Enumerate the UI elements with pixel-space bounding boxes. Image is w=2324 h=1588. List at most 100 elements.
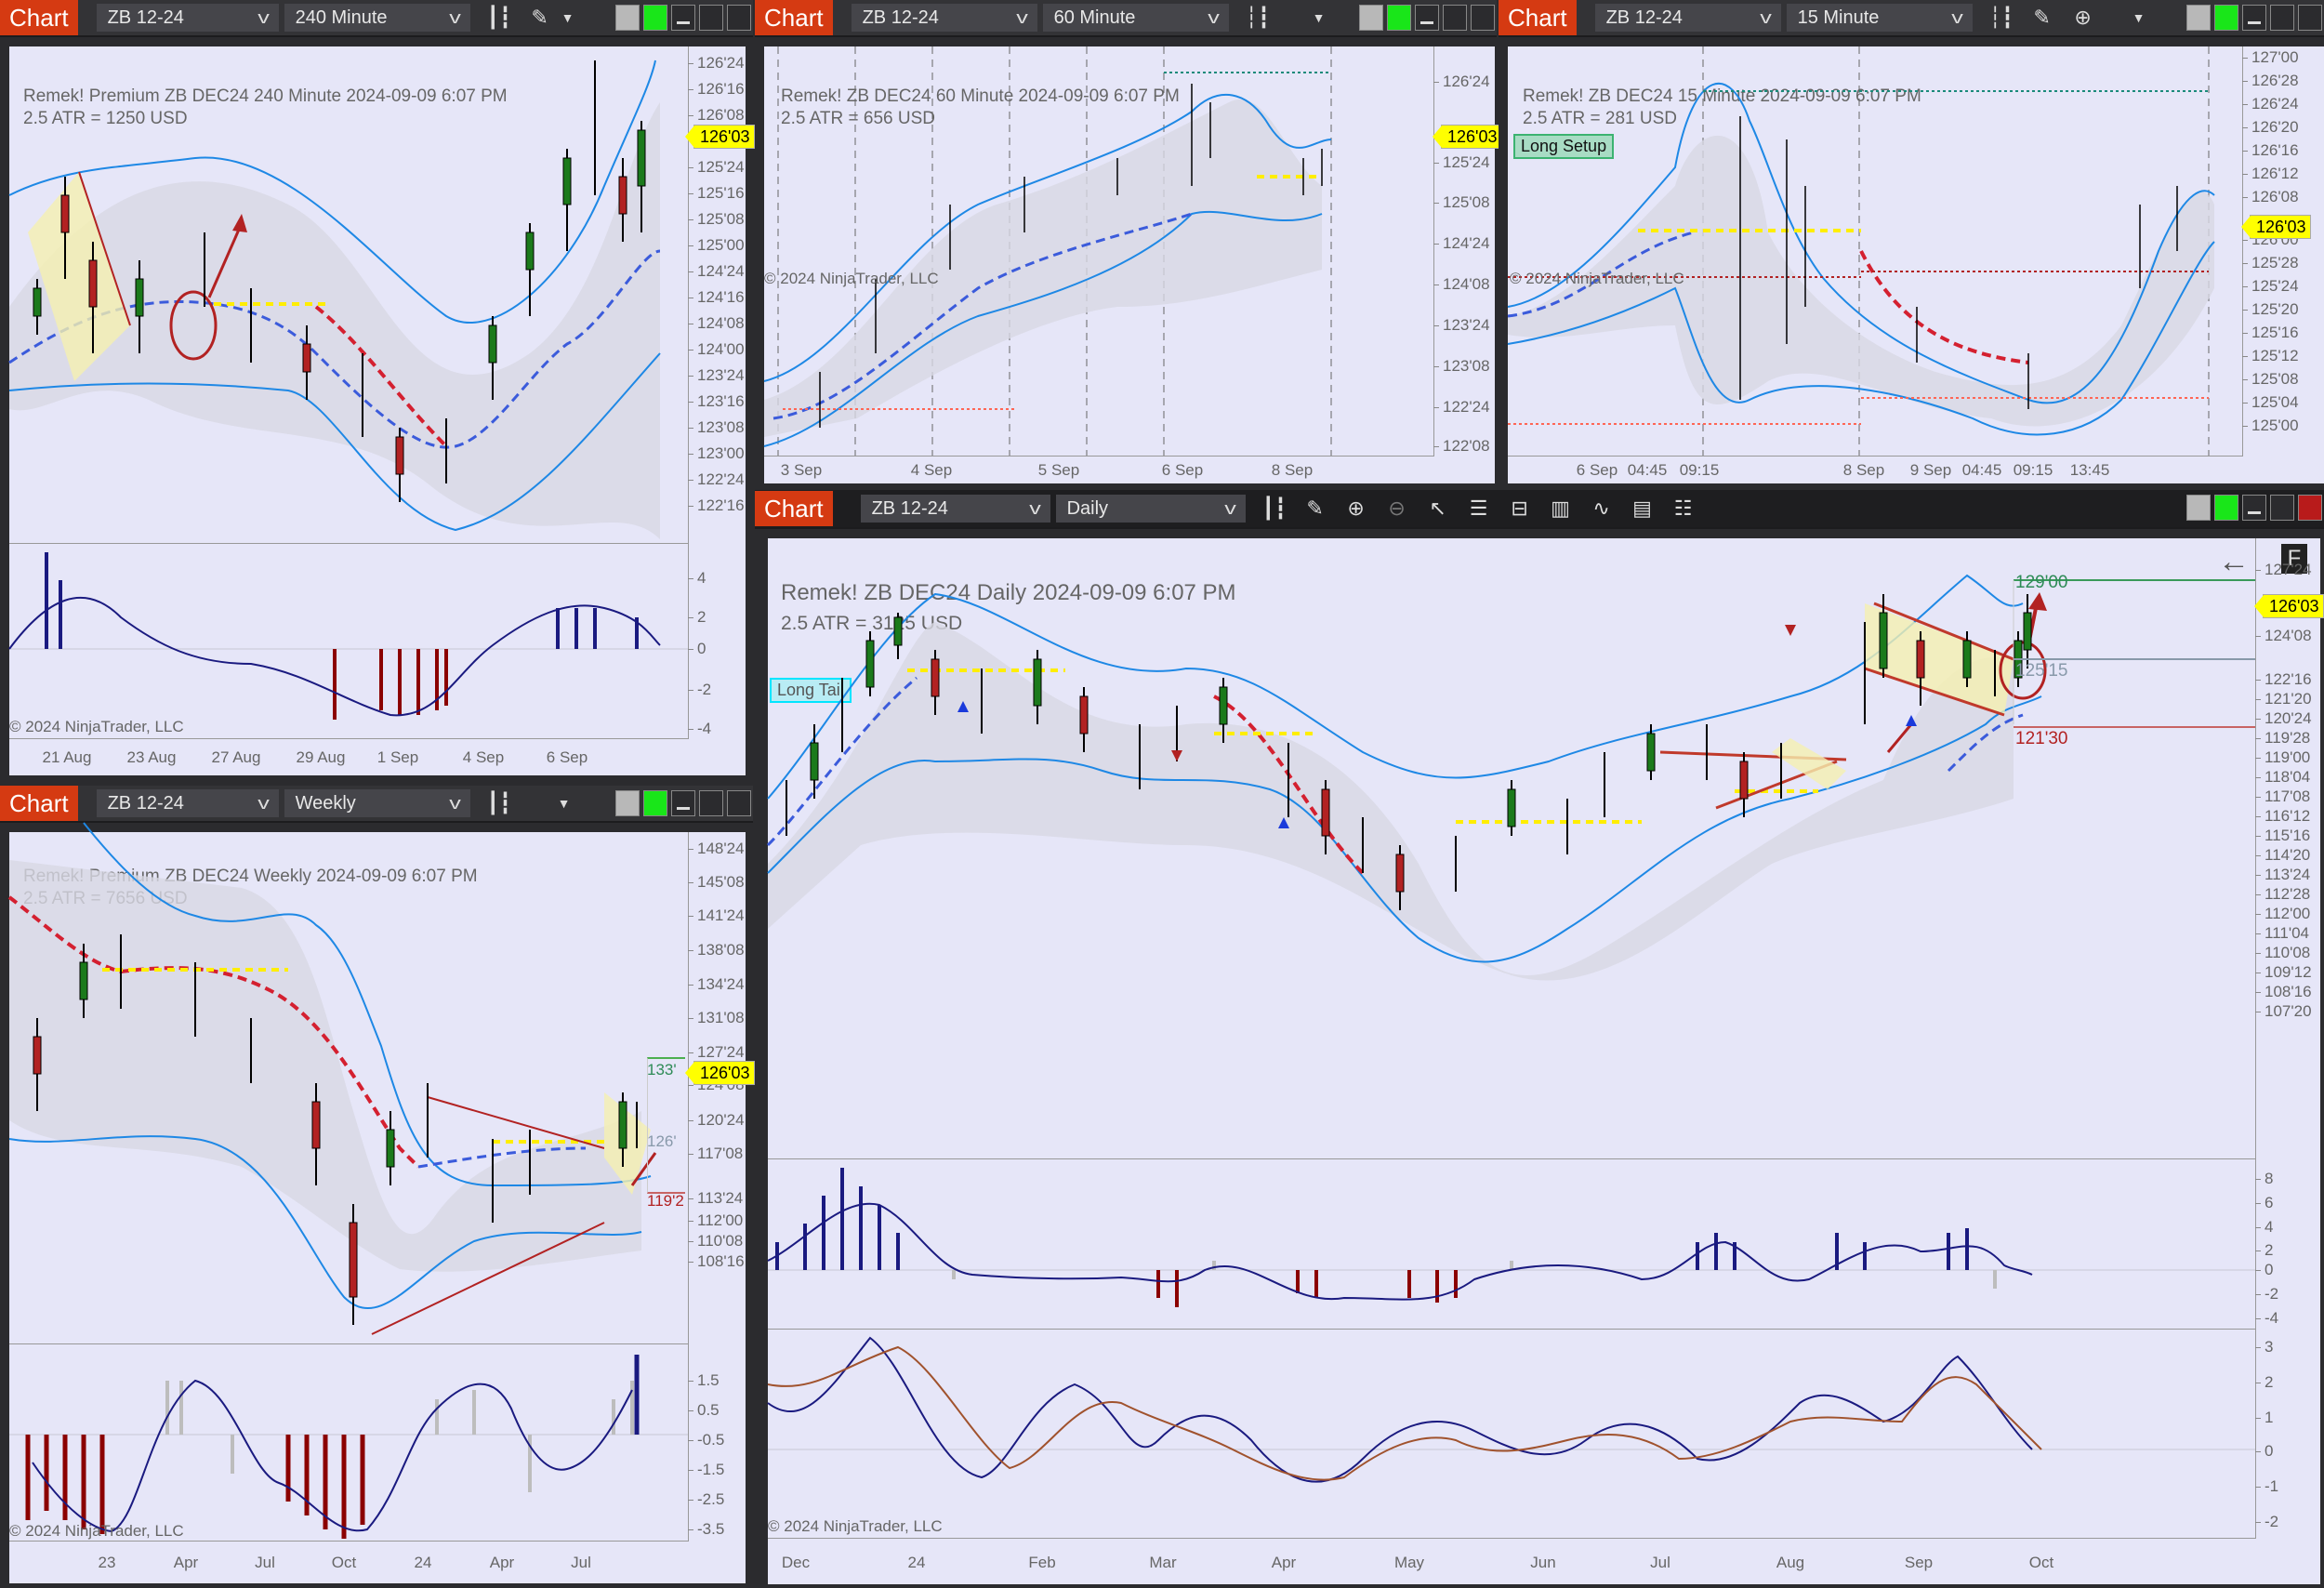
- minimize-button[interactable]: [671, 5, 695, 31]
- x-tick: Jun: [1530, 1554, 1556, 1571]
- close-button[interactable]: [1471, 5, 1495, 31]
- price-panel: [1508, 46, 2243, 457]
- chart-pane[interactable]: Remek! Premium ZB DEC24 Weekly 2024-09-0…: [7, 822, 755, 1583]
- bar-type-icon[interactable]: ┃┇: [486, 791, 512, 814]
- y-tick: 126'16: [2242, 141, 2299, 159]
- dropdown-icon[interactable]: ▼: [1312, 10, 1326, 25]
- last-price-tag: 126'03: [2254, 594, 2324, 618]
- maximize-button[interactable]: [699, 790, 723, 816]
- chart-tab[interactable]: Chart: [0, 0, 78, 35]
- x-axis[interactable]: 21 Aug 23 Aug 27 Aug 29 Aug 1 Sep 4 Sep …: [9, 748, 688, 771]
- y-axis[interactable]: 148'24 145'08 141'24 138'08 134'24 131'0…: [687, 832, 745, 1343]
- f-button[interactable]: F: [2281, 544, 2307, 574]
- y-tick: 4: [687, 569, 706, 587]
- x-axis[interactable]: 23 Apr Jul Oct 24 Apr Jul: [9, 1554, 688, 1576]
- maximize-button[interactable]: [699, 5, 723, 31]
- minimize-button[interactable]: [2242, 5, 2266, 31]
- x-tick: Sep: [1904, 1554, 1934, 1571]
- close-button[interactable]: [2298, 5, 2322, 31]
- link-button[interactable]: [2186, 5, 2211, 31]
- interval-select[interactable]: 60 Minute v: [1042, 4, 1229, 32]
- interval-select[interactable]: Daily v: [1055, 495, 1246, 523]
- chart-tab[interactable]: Chart: [1499, 0, 1577, 35]
- long-tail-badge: Long Tail: [770, 678, 852, 703]
- instrument-link-button[interactable]: [2214, 5, 2238, 31]
- bar-type-icon[interactable]: ┃┇: [1261, 496, 1287, 520]
- zoom-in-icon[interactable]: ⊕: [1347, 496, 1365, 520]
- maximize-button[interactable]: [1443, 5, 1467, 31]
- y-tick: 125'08: [2242, 370, 2299, 388]
- zoom-out-icon[interactable]: ⊖: [1388, 496, 1406, 520]
- y-axis[interactable]: 127'24 124'08 122'16 121'20 120'24 119'2…: [2254, 538, 2317, 1158]
- close-button[interactable]: [727, 5, 751, 31]
- minimize-button[interactable]: [1415, 5, 1439, 31]
- window-buttons: [615, 790, 751, 816]
- instrument-select[interactable]: ZB 12-24 v: [860, 495, 1050, 523]
- y-axis[interactable]: 126'24 126'16 126'08 125'24 125'16 125'0…: [688, 46, 745, 543]
- instrument-link-button[interactable]: [643, 790, 667, 816]
- interval-select[interactable]: Weekly v: [284, 789, 470, 817]
- pencil-icon[interactable]: ✎: [1306, 496, 1324, 520]
- instrument-select[interactable]: ZB 12-24 v: [96, 789, 279, 817]
- bar-type-icon[interactable]: ┆┇: [1245, 6, 1271, 29]
- interval-value: Weekly: [295, 793, 356, 814]
- momentum-y-axis: 8 6 4 2 0 -2 -4: [2254, 1158, 2317, 1329]
- y-tick: -2.5: [687, 1490, 725, 1508]
- instrument-select[interactable]: ZB 12-24 v: [851, 4, 1037, 32]
- link-button[interactable]: [2186, 495, 2211, 521]
- instrument-link-button[interactable]: [2214, 495, 2238, 521]
- y-tick: 108'16: [2255, 983, 2312, 1000]
- templates-icon[interactable]: ▤: [1632, 496, 1652, 520]
- zoom-in-icon[interactable]: ⊕: [2074, 6, 2092, 29]
- data-box-icon[interactable]: ☰: [1469, 496, 1488, 520]
- y-axis[interactable]: 126'24 125'24 125'08 124'24 124'08 123'2…: [1433, 46, 1490, 456]
- chart-tab[interactable]: Chart: [755, 491, 833, 526]
- chart-pane[interactable]: Remek! ZB DEC24 15 Minute 2024-09-09 6:0…: [1507, 46, 2324, 483]
- x-axis[interactable]: Dec 24 Feb Mar Apr May Jun Jul Aug Sep O…: [768, 1554, 2255, 1576]
- indicators-icon[interactable]: ▥: [1551, 496, 1570, 520]
- link-button[interactable]: [1359, 5, 1383, 31]
- close-button[interactable]: [2298, 495, 2322, 521]
- link-button[interactable]: [615, 5, 640, 31]
- instrument-link-button[interactable]: [1387, 5, 1411, 31]
- y-axis[interactable]: 127'00 126'28 126'24 126'20 126'16 126'1…: [2242, 46, 2322, 456]
- y-tick: 122'16: [688, 496, 745, 514]
- atr-label: 2.5 ATR = 3125 USD: [781, 613, 963, 634]
- back-arrow-icon[interactable]: ←: [2218, 544, 2250, 579]
- dropdown-icon[interactable]: ▼: [557, 796, 571, 811]
- y-tick: 125'24: [1433, 153, 1490, 171]
- chart-pane[interactable]: Remek! Premium ZB DEC24 240 Minute 2024-…: [8, 46, 755, 775]
- interval-select[interactable]: 15 Minute v: [1786, 4, 1973, 32]
- oscillator-series: [8, 552, 688, 720]
- window-60-minute: Chart ZB 12-24 v 60 Minute v ┆┇ ▼ Remek! Z…: [755, 0, 1502, 488]
- x-axis[interactable]: 3 Sep 4 Sep 5 Sep 6 Sep 8 Sep: [764, 461, 1433, 483]
- instrument-select[interactable]: ZB 12-24 v: [1594, 4, 1781, 32]
- x-axis[interactable]: 6 Sep 04:45 09:15 8 Sep 9 Sep 04:45 09:1…: [1508, 461, 2242, 483]
- properties-icon[interactable]: ☷: [1673, 496, 1693, 520]
- maximize-button[interactable]: [2270, 5, 2294, 31]
- chart-pane[interactable]: Remek! ZB DEC24 60 Minute 2024-09-09 6:0…: [763, 46, 1502, 483]
- oscillator-panel: [9, 543, 689, 739]
- minimize-button[interactable]: [2242, 495, 2266, 521]
- close-button[interactable]: [727, 790, 751, 816]
- chart-tab[interactable]: Chart: [0, 786, 78, 821]
- bar-type-icon[interactable]: ┃┇: [486, 6, 512, 29]
- instrument-select[interactable]: ZB 12-24 v: [96, 4, 279, 32]
- pencil-icon[interactable]: ✎: [531, 6, 548, 29]
- interval-select[interactable]: 240 Minute v: [284, 4, 470, 32]
- dropdown-icon[interactable]: ▼: [561, 10, 574, 25]
- pencil-icon[interactable]: ✎: [2033, 6, 2051, 29]
- chart-title: Remek! ZB DEC24 Daily 2024-09-09 6:07 PM: [781, 580, 1236, 605]
- cursor-icon[interactable]: ↖: [1429, 496, 1446, 520]
- minimize-button[interactable]: [671, 790, 695, 816]
- chart-trader-icon[interactable]: ⊟: [1511, 496, 1528, 520]
- dropdown-icon[interactable]: ▼: [2132, 10, 2146, 25]
- link-button[interactable]: [615, 790, 640, 816]
- chart-pane[interactable]: Remek! ZB DEC24 Daily 2024-09-09 6:07 PM…: [766, 538, 2324, 1584]
- strategies-icon[interactable]: ∿: [1592, 496, 1610, 520]
- instrument-link-button[interactable]: [643, 5, 667, 31]
- bar-type-icon[interactable]: ┆┇: [1988, 6, 2014, 29]
- y-tick: -2: [687, 681, 712, 698]
- maximize-button[interactable]: [2270, 495, 2294, 521]
- chart-tab[interactable]: Chart: [755, 0, 833, 35]
